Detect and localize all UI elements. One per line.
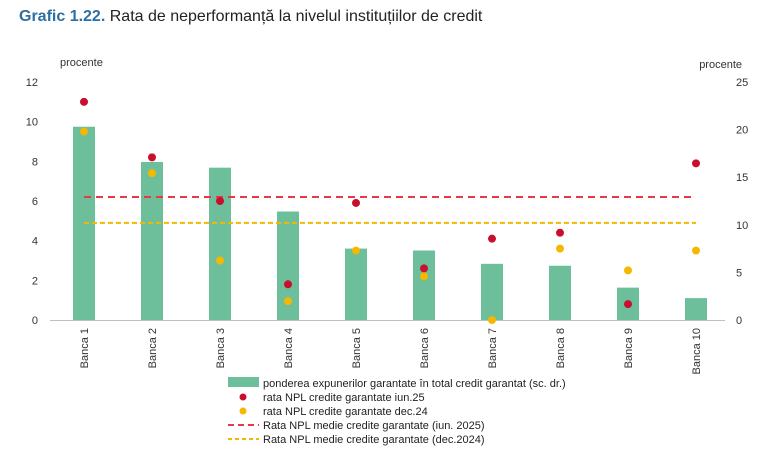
point-dec24-4 (284, 297, 292, 306)
left-axis-tick: 10 (26, 117, 38, 129)
right-axis-tick: 5 (736, 267, 742, 279)
left-axis-tick: 2 (32, 275, 38, 287)
category-label-4: Banca 4 (283, 328, 295, 368)
left-axis-tick: 4 (32, 236, 38, 248)
left-axis-tick: 12 (26, 77, 38, 89)
bar-2 (141, 161, 163, 320)
legend-avg-dec2024-label: Rata NPL medie credite garantate (dec.20… (263, 434, 485, 446)
category-label-3: Banca 3 (215, 328, 227, 368)
left-axis-tick: 6 (32, 196, 38, 208)
point-jun25-9 (624, 300, 632, 309)
legend-jun25-marker (239, 393, 247, 401)
point-dec24-9 (624, 266, 632, 275)
point-jun25-2 (148, 153, 156, 162)
bar-10 (685, 298, 707, 320)
legend-bar-swatch (228, 377, 259, 387)
point-dec24-10 (692, 246, 700, 255)
bar-4 (277, 211, 299, 320)
point-dec24-6 (420, 272, 428, 281)
right-axis-tick: 0 (736, 315, 742, 327)
legend-jun25-label: rata NPL credite garantate iun.25 (263, 392, 425, 404)
point-dec24-1 (80, 127, 88, 136)
point-jun25-7 (488, 234, 496, 243)
right-axis-tick: 10 (736, 220, 748, 232)
legend-dec24-label: rata NPL credite garantate dec.24 (263, 406, 428, 418)
point-dec24-8 (556, 244, 564, 253)
point-dec24-3 (216, 256, 224, 265)
right-axis-tick: 20 (736, 125, 748, 137)
point-jun25-3 (216, 197, 224, 205)
point-dec24-5 (352, 246, 360, 255)
left-axis-label: procente (60, 57, 103, 69)
bar-5 (345, 248, 367, 320)
point-jun25-1 (80, 97, 88, 106)
figure-title: Rata de neperformanță la nivelul institu… (109, 8, 483, 25)
category-label-10: Banca 10 (691, 328, 703, 374)
legend-avg-jun2025-label: Rata NPL medie credite garantate (iun. 2… (263, 420, 485, 432)
figure-number: Grafic 1.22. (19, 8, 106, 25)
bar-3 (209, 167, 231, 320)
bar-8 (549, 265, 571, 320)
point-jun25-8 (556, 228, 564, 237)
legend-bar-label: ponderea expunerilor garantate în total … (263, 378, 566, 390)
bar-6 (413, 250, 435, 320)
legend: ponderea expunerilor garantate în total … (228, 377, 566, 446)
chart-title: Grafic 1.22. Rata de neperformanță la ni… (19, 8, 482, 26)
legend-dec24-marker (239, 407, 247, 415)
right-axis-tick: 15 (736, 172, 748, 184)
point-jun25-10 (692, 159, 700, 168)
category-label-7: Banca 7 (487, 328, 499, 368)
point-jun25-6 (420, 264, 428, 273)
category-label-5: Banca 5 (351, 328, 363, 368)
left-axis-tick: 8 (32, 156, 38, 168)
point-jun25-5 (352, 198, 360, 207)
category-label-2: Banca 2 (147, 328, 159, 368)
left-axis-tick: 0 (32, 315, 38, 327)
category-label-1: Banca 1 (79, 328, 91, 368)
category-label-6: Banca 6 (419, 328, 431, 368)
right-axis-tick: 25 (736, 77, 748, 89)
point-dec24-7 (488, 316, 496, 324)
point-jun25-4 (284, 280, 292, 289)
category-label-8: Banca 8 (555, 328, 567, 368)
bar-7 (481, 263, 503, 320)
right-axis-label: procente (699, 59, 742, 71)
point-dec24-2 (148, 169, 156, 178)
category-label-9: Banca 9 (623, 328, 635, 368)
